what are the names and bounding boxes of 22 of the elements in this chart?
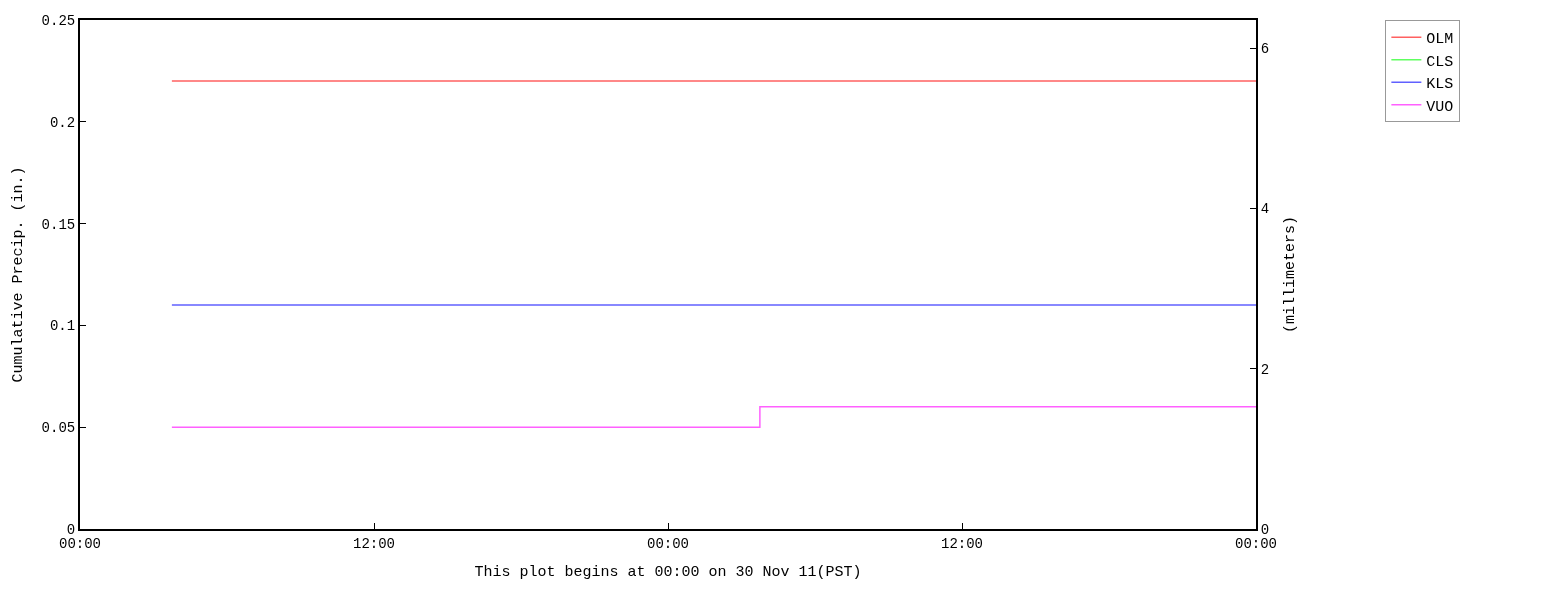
- y-tick-label: 0.15: [41, 216, 76, 233]
- y2-axis-title: (millimeters): [1281, 215, 1299, 334]
- legend-label: KLS: [1426, 76, 1454, 94]
- y2-tick-label: 0: [1260, 521, 1270, 538]
- y-tick-label: 0.25: [41, 12, 76, 29]
- y-tick-label: 0.2: [49, 114, 76, 131]
- y-tick-label: 0.1: [49, 318, 76, 335]
- y-tick-label: 0: [66, 521, 76, 538]
- x-tick-label: 00:00: [1234, 535, 1278, 552]
- y2-tick-label: 4: [1260, 201, 1270, 218]
- x-tick-label: 00:00: [646, 535, 690, 552]
- x-tick-label: 00:00: [58, 535, 102, 552]
- y2-tick-label: 6: [1260, 40, 1270, 57]
- y-axis-title: Cumulative Precip. (in.): [10, 166, 28, 383]
- x-tick-label: 12:00: [352, 535, 396, 552]
- y2-tick-label: 2: [1260, 361, 1270, 378]
- x-axis-title: This plot begins at 00:00 on 30 Nov 11(PST): [474, 564, 862, 582]
- y-tick-label: 0.05: [41, 420, 76, 437]
- x-tick-label: 12:00: [940, 535, 984, 552]
- legend-label: VUO: [1426, 98, 1454, 116]
- legend-label: OLM: [1426, 31, 1454, 49]
- legend-label: CLS: [1426, 53, 1454, 71]
